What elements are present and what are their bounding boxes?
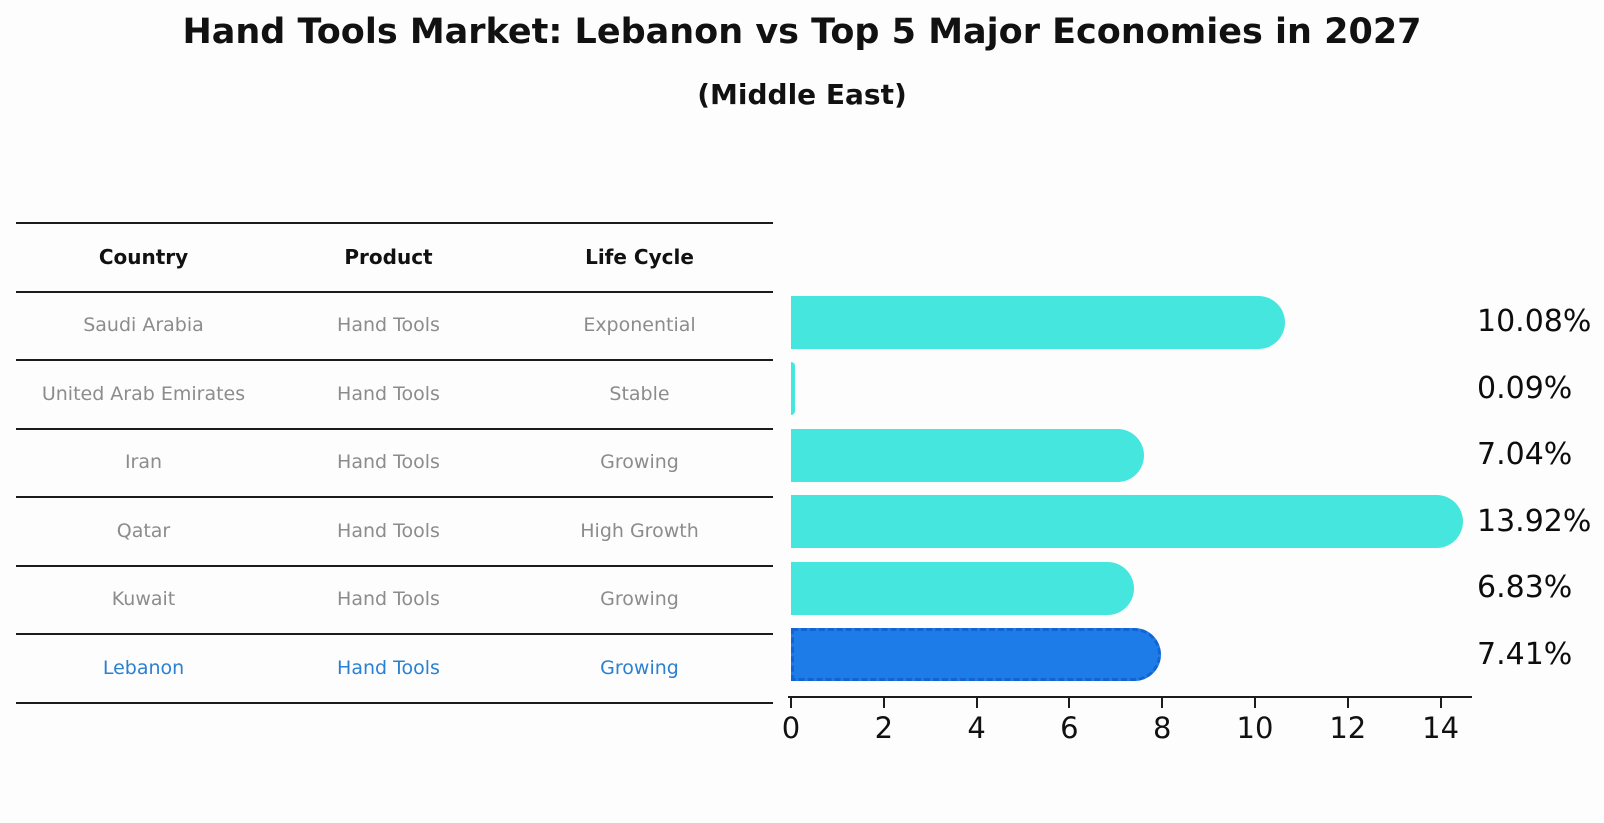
bar — [791, 295, 1286, 349]
table-cell-product: Hand Tools — [337, 656, 440, 679]
x-tick-label: 8 — [1152, 711, 1172, 745]
x-tick-label: 12 — [1329, 711, 1367, 745]
table-cell-country: Kuwait — [111, 588, 176, 611]
bar — [791, 362, 796, 415]
x-tick-label: 6 — [1060, 711, 1079, 745]
table-cell-life-cycle: High Growth — [580, 519, 699, 542]
chart-title: Hand Tools Market: Lebanon vs Top 5 Majo… — [182, 12, 1422, 52]
x-tick-label: 2 — [874, 711, 894, 745]
table-cell-product: Hand Tools — [337, 588, 440, 611]
table-row: Saudi Arabia Hand Tools Exponential — [16, 290, 773, 360]
bar-highlighted — [791, 628, 1162, 681]
table-row: United Arab Emirates Hand Tools Stable — [16, 359, 773, 428]
column-header-product: Product — [344, 245, 433, 270]
tick-mark — [1161, 698, 1164, 708]
x-tick-label: 0 — [781, 711, 801, 745]
tick-mark — [1254, 698, 1256, 708]
chart-subtitle: (Middle East) — [697, 78, 907, 111]
table-row: Kuwait Hand Tools Growing — [16, 564, 773, 634]
bar-value-label: 7.04% — [1477, 437, 1573, 473]
x-tick-label: 14 — [1422, 711, 1460, 745]
tick-mark — [1439, 698, 1442, 708]
table-cell-country: United Arab Emirates — [41, 382, 246, 405]
bar-row: 0.09% — [0, 355, 1604, 422]
x-axis-line — [788, 696, 1472, 698]
table-cell-country: Iran — [124, 451, 163, 474]
x-tick-label: 10 — [1236, 711, 1274, 745]
x-tick-label: 4 — [967, 711, 986, 745]
tick-mark — [1068, 698, 1071, 708]
table-cell-life-cycle: Exponential — [583, 314, 696, 337]
table-cell-country: Lebanon — [102, 656, 185, 679]
table-cell-life-cycle: Growing — [600, 588, 679, 611]
bar-row: 13.92% — [0, 488, 1604, 555]
table-cell-life-cycle: Growing — [600, 656, 679, 679]
column-header-life-cycle: Life Cycle — [585, 245, 694, 270]
bar-value-label: 7.41% — [1477, 636, 1573, 672]
bar-row: 6.83% — [0, 555, 1604, 622]
table-cell-product: Hand Tools — [337, 382, 440, 405]
bar — [791, 495, 1464, 548]
table-cell-life-cycle: Stable — [609, 382, 670, 405]
table-row: Qatar Hand Tools High Growth — [16, 496, 773, 565]
bar-row: 7.41% — [0, 621, 1604, 688]
table-cell-life-cycle: Growing — [600, 451, 679, 474]
bar-value-label: 6.83% — [1477, 570, 1573, 606]
table-cell-country: Qatar — [116, 519, 171, 542]
table-cell-product: Hand Tools — [337, 519, 440, 542]
bar — [791, 428, 1145, 482]
tick-mark — [790, 698, 792, 708]
table-header-row: Country Product Life Cycle — [16, 222, 773, 291]
bar-row: 7.04% — [0, 422, 1604, 489]
country-table: Country Product Life Cycle Saudi Arabia H… — [16, 222, 773, 704]
table-cell-product: Hand Tools — [337, 451, 440, 474]
table-cell-country: Saudi Arabia — [83, 314, 204, 337]
table-row: Lebanon Hand Tools Growing — [16, 633, 773, 702]
bar — [791, 561, 1135, 615]
tick-mark — [1346, 698, 1349, 708]
table-row: Iran Hand Tools Growing — [16, 427, 773, 497]
bar-row: 10.08% — [0, 289, 1604, 356]
tick-mark — [882, 698, 885, 708]
table-cell-product: Hand Tools — [337, 314, 440, 337]
bar-value-label: 13.92% — [1477, 503, 1592, 539]
tick-mark — [975, 698, 978, 708]
column-header-country: Country — [98, 245, 189, 270]
bar-value-label: 10.08% — [1477, 304, 1592, 340]
bar-value-label: 0.09% — [1477, 370, 1573, 406]
